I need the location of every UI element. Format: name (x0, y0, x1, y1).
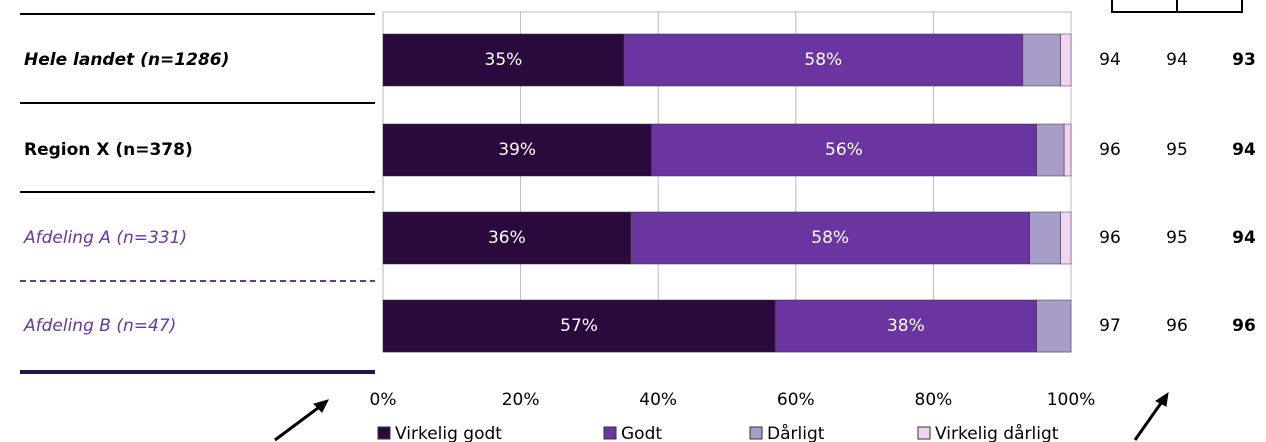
legend-label: Virkelig godt (395, 424, 502, 442)
legend-swatch (749, 426, 763, 440)
bar-segment (1060, 33, 1072, 87)
bar-segment (382, 299, 776, 353)
legend-label: Dårligt (767, 423, 825, 442)
x-tick-label: 20% (502, 390, 540, 410)
data-label: 36% (488, 228, 526, 248)
category-label: Afdeling B (n=47) (23, 316, 176, 336)
column-value: 94 (1232, 228, 1256, 248)
category-label: Afdeling A (n=331) (23, 228, 187, 248)
data-label: 39% (498, 140, 536, 160)
bar-segment (1060, 211, 1072, 265)
bar-segment (623, 33, 1024, 87)
data-label: 38% (887, 316, 925, 336)
bar-segment (1029, 211, 1061, 265)
legend-label: Virkelig dårligt (935, 423, 1059, 442)
column-value: 94 (1166, 50, 1188, 70)
bar-segment (651, 123, 1037, 177)
legend-swatch (377, 426, 391, 440)
category-label: Region X (n=378) (24, 140, 193, 160)
column-value: 96 (1166, 316, 1188, 336)
arrow-head (1155, 391, 1169, 407)
bar-segment (382, 123, 652, 177)
data-label: 58% (811, 228, 849, 248)
bar-segment (1063, 123, 1072, 177)
bar-segment (382, 33, 625, 87)
data-label: 56% (825, 140, 863, 160)
column-value: 95 (1166, 228, 1188, 248)
data-label: 58% (804, 50, 842, 70)
column-value: 96 (1099, 228, 1121, 248)
bar-segment (1036, 299, 1072, 353)
x-tick-label: 40% (639, 390, 677, 410)
column-value: 96 (1099, 140, 1121, 160)
column-value: 94 (1099, 50, 1121, 70)
column-value: 94 (1232, 140, 1256, 160)
column-value: 96 (1232, 316, 1256, 336)
bar-segment (382, 211, 631, 265)
x-tick-label: 0% (370, 390, 397, 410)
x-tick-label: 100% (1047, 390, 1096, 410)
legend-swatch (917, 426, 931, 440)
column-value: 97 (1099, 316, 1121, 336)
bar-segment (774, 299, 1037, 353)
bar-segment (1036, 123, 1065, 177)
legend-swatch (603, 426, 617, 440)
category-label: Hele landet (n=1286) (24, 50, 229, 70)
arrow (274, 400, 327, 442)
x-tick-label: 60% (777, 390, 815, 410)
column-value: 95 (1166, 140, 1188, 160)
column-value: 93 (1232, 50, 1256, 70)
x-tick-label: 80% (915, 390, 953, 410)
data-label: 35% (485, 50, 523, 70)
decor (20, 0, 1243, 442)
arrow-head (313, 399, 329, 413)
bar-segment (1022, 33, 1061, 87)
legend-label: Godt (621, 424, 662, 442)
data-label: 57% (560, 316, 598, 336)
